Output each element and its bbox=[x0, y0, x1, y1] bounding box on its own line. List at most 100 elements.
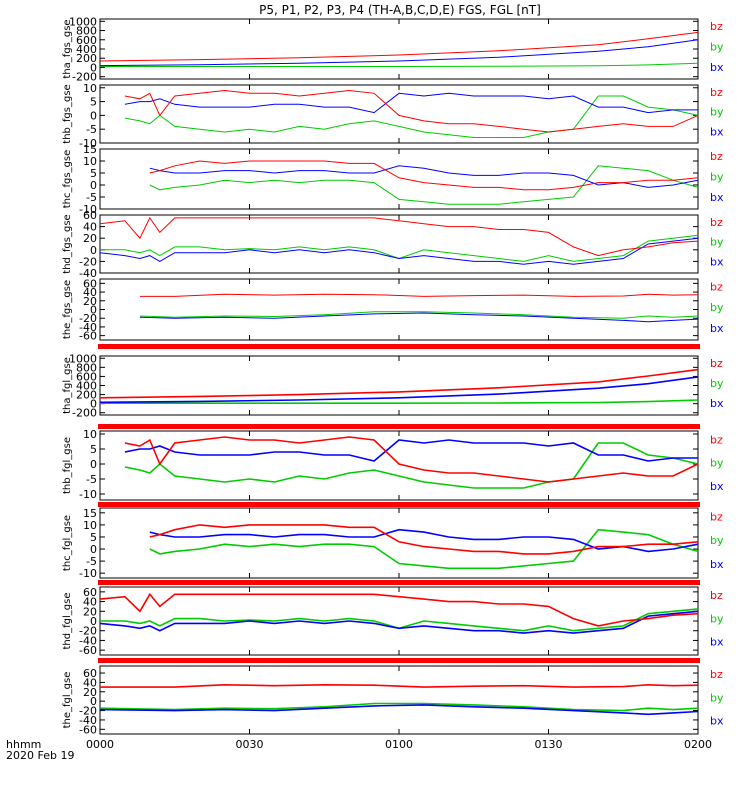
y-tick-label: 0 bbox=[90, 398, 97, 411]
legend-bx: bx bbox=[710, 480, 724, 493]
legend-by: by bbox=[710, 301, 724, 314]
date-label: 2020 Feb 19 bbox=[6, 749, 74, 762]
y-axis-label: tha_fgl_gse bbox=[62, 357, 73, 414]
y-axis-label: thd_fgl_gse bbox=[62, 593, 73, 650]
legend-bz: bz bbox=[710, 20, 723, 33]
y-tick-label: -200 bbox=[72, 407, 97, 420]
panel-frame bbox=[99, 278, 699, 341]
series-bz-line bbox=[139, 293, 699, 297]
y-tick-label: 10 bbox=[83, 155, 97, 168]
y-tick-label: 200 bbox=[76, 52, 97, 65]
y-tick-label: 20 bbox=[83, 605, 97, 618]
y-tick-label: -10 bbox=[79, 567, 97, 580]
y-tick-label: 5 bbox=[90, 96, 97, 109]
y-tick-label: 400 bbox=[76, 380, 97, 393]
y-axis-label: tha_fgs_gse bbox=[62, 19, 73, 78]
series-by-line bbox=[100, 608, 699, 632]
panel-frame bbox=[99, 148, 699, 210]
y-tick-label: 0 bbox=[90, 543, 97, 556]
series-bx-line bbox=[124, 92, 698, 114]
y-tick-label: 0 bbox=[90, 244, 97, 257]
y-axis-label: thb_fgl_gse bbox=[62, 437, 73, 494]
y-tick-label: 800 bbox=[76, 25, 97, 38]
data-gap-bar bbox=[98, 344, 700, 349]
series-bx-line bbox=[99, 237, 699, 265]
y-tick-label: -20 bbox=[79, 312, 97, 325]
series-by-line bbox=[100, 234, 699, 262]
y-tick-label: 40 bbox=[83, 596, 97, 609]
y-tick-label: -5 bbox=[86, 555, 97, 568]
panel-frame bbox=[99, 665, 699, 735]
y-tick-label: 0 bbox=[90, 458, 97, 471]
legend-by: by bbox=[710, 691, 724, 704]
series-bz-line bbox=[149, 524, 699, 555]
y-tick-label: -60 bbox=[79, 723, 97, 736]
y-tick-label: 20 bbox=[83, 295, 97, 308]
series-by-line bbox=[100, 399, 699, 404]
y-axis-label: thc_fgl_gse bbox=[62, 515, 73, 571]
legend-bz: bz bbox=[710, 280, 723, 293]
y-tick-label: 5 bbox=[90, 443, 97, 456]
panel-frame bbox=[99, 214, 699, 274]
series-bz-line bbox=[99, 31, 699, 62]
y-tick-label: 600 bbox=[76, 370, 97, 383]
y-tick-label: -10 bbox=[79, 203, 97, 216]
legend-bx: bx bbox=[710, 191, 724, 204]
y-tick-label: -60 bbox=[79, 644, 97, 657]
y-tick-label: 0 bbox=[90, 304, 97, 317]
y-tick-label: 1000 bbox=[69, 15, 97, 28]
y-axis-label: thb_fgs_gse bbox=[62, 84, 73, 143]
y-tick-label: 400 bbox=[76, 43, 97, 56]
y-axis-label: thc_fgs_gse bbox=[62, 150, 73, 209]
legend-by: by bbox=[710, 106, 724, 119]
y-axis-label: the_fgs_gse bbox=[62, 280, 73, 339]
series-by-line bbox=[100, 62, 699, 67]
y-tick-label: 60 bbox=[83, 586, 97, 599]
legend-by: by bbox=[710, 612, 724, 625]
y-tick-label: -10 bbox=[79, 137, 97, 150]
y-axis-label: the_fgl_gse bbox=[62, 672, 73, 729]
y-tick-label: 60 bbox=[83, 277, 97, 290]
y-tick-label: 40 bbox=[83, 286, 97, 299]
y-tick-label: 0 bbox=[90, 179, 97, 192]
series-bx-line bbox=[139, 312, 699, 323]
x-axis: 0000 0030 0100 0130 0200 bbox=[86, 738, 712, 751]
y-tick-label: -40 bbox=[79, 267, 97, 280]
series-bz-line bbox=[99, 216, 699, 257]
y-tick-label: 0 bbox=[90, 615, 97, 628]
panel-frame bbox=[99, 355, 699, 416]
series-bz-line bbox=[124, 436, 699, 483]
x-tick-label: 0100 bbox=[385, 738, 413, 751]
y-tick-label: -5 bbox=[86, 123, 97, 136]
y-tick-label: 1000 bbox=[69, 352, 97, 365]
x-tick-label: 0130 bbox=[535, 738, 563, 751]
y-tick-label: 60 bbox=[83, 209, 97, 222]
y-tick-label: 0 bbox=[90, 61, 97, 74]
y-tick-label: -60 bbox=[79, 330, 97, 343]
legend-bz: bz bbox=[710, 510, 723, 523]
y-tick-label: 15 bbox=[83, 507, 97, 520]
y-tick-label: 800 bbox=[76, 361, 97, 374]
y-tick-label: 5 bbox=[90, 531, 97, 544]
y-tick-label: 20 bbox=[83, 232, 97, 245]
y-tick-label: 40 bbox=[83, 221, 97, 234]
panel-frame bbox=[99, 18, 699, 80]
series-bx-line bbox=[124, 439, 698, 462]
series-bz-line bbox=[149, 160, 699, 191]
legend-bz: bz bbox=[710, 357, 723, 370]
y-tick-label: 10 bbox=[83, 82, 97, 95]
y-tick-label: 200 bbox=[76, 389, 97, 402]
x-tick-label: 0000 bbox=[86, 738, 114, 751]
y-axis-label: thd_fgs_gse bbox=[62, 214, 73, 273]
series-bx-line bbox=[149, 165, 699, 188]
x-axis-label: hhmm bbox=[6, 738, 41, 751]
